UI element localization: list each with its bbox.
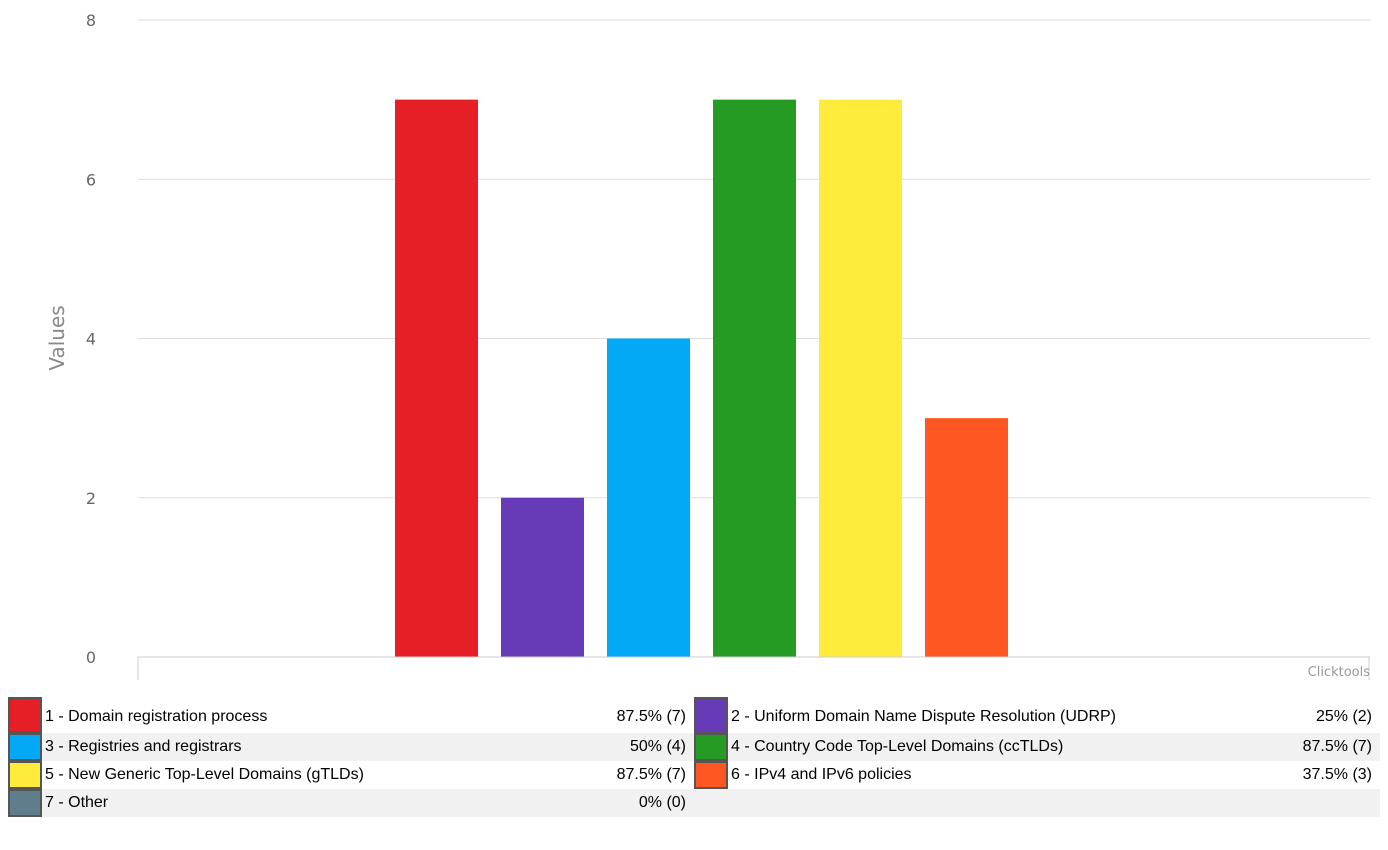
legend-label: 5 - New Generic Top-Level Domains (gTLDs… (45, 766, 364, 783)
legend-item (694, 789, 1380, 817)
legend-swatch (8, 733, 42, 761)
legend-swatch (694, 761, 728, 789)
legend-item: 3 - Registries and registrars 50% (4) (8, 733, 694, 761)
legend-value: 0% (0) (638, 794, 686, 811)
legend-item: 7 - Other 0% (0) (8, 789, 694, 817)
legend-item: 5 - New Generic Top-Level Domains (gTLDs… (8, 761, 694, 789)
legend-value: 37.5% (3) (1302, 766, 1372, 783)
legend-swatch (8, 789, 42, 817)
bar-1 (395, 99, 478, 657)
bar-2 (501, 497, 584, 657)
y-tick-label: 6 (86, 170, 96, 189)
y-tick-label: 8 (86, 11, 96, 30)
y-axis-ticks: 0 2 4 6 8 (86, 11, 96, 667)
legend-value: 50% (4) (629, 738, 686, 755)
legend-value: 87.5% (7) (1302, 738, 1372, 755)
bar-6 (925, 418, 1008, 657)
legend-item: 1 - Domain registration process 87.5% (7) (8, 697, 694, 733)
bar-4 (713, 99, 796, 657)
bars (395, 99, 1008, 657)
y-axis-label: Values (45, 305, 69, 370)
legend-label: 7 - Other (45, 794, 109, 811)
legend-item: 2 - Uniform Domain Name Dispute Resoluti… (694, 697, 1380, 733)
bar-chart: 0 2 4 6 8 Values Clicktools (45, 11, 1371, 680)
chart-credit: Clicktools (1308, 665, 1371, 680)
legend-swatch (694, 733, 728, 761)
legend-value: 87.5% (7) (616, 766, 686, 783)
bar-5 (819, 99, 902, 657)
legend-item: 4 - Country Code Top-Level Domains (ccTL… (694, 733, 1380, 761)
y-tick-label: 2 (86, 489, 96, 508)
legend-item: 6 - IPv4 and IPv6 policies 37.5% (3) (694, 761, 1380, 789)
legend-swatch (8, 761, 42, 789)
legend-value: 25% (2) (1315, 708, 1372, 725)
legend-label: 3 - Registries and registrars (45, 738, 242, 755)
legend-value: 87.5% (7) (616, 708, 686, 725)
legend-label: 4 - Country Code Top-Level Domains (ccTL… (731, 738, 1064, 755)
legend-row: 1 - Domain registration process 87.5% (7)… (8, 697, 1380, 733)
y-tick-label: 0 (86, 648, 96, 667)
bar-3 (607, 338, 690, 657)
legend: 1 - Domain registration process 87.5% (7)… (8, 697, 1380, 817)
legend-row: 3 - Registries and registrars 50% (4) 4 - … (8, 733, 1380, 761)
legend-row: 5 - New Generic Top-Level Domains (gTLDs… (8, 761, 1380, 789)
legend-label: 6 - IPv4 and IPv6 policies (731, 766, 912, 783)
y-tick-label: 4 (86, 330, 96, 349)
legend-swatch (694, 697, 728, 733)
legend-row: 7 - Other 0% (0) (8, 789, 1380, 817)
legend-label: 2 - Uniform Domain Name Dispute Resoluti… (731, 708, 1117, 725)
legend-swatch (8, 697, 42, 733)
legend-label: 1 - Domain registration process (45, 708, 268, 725)
